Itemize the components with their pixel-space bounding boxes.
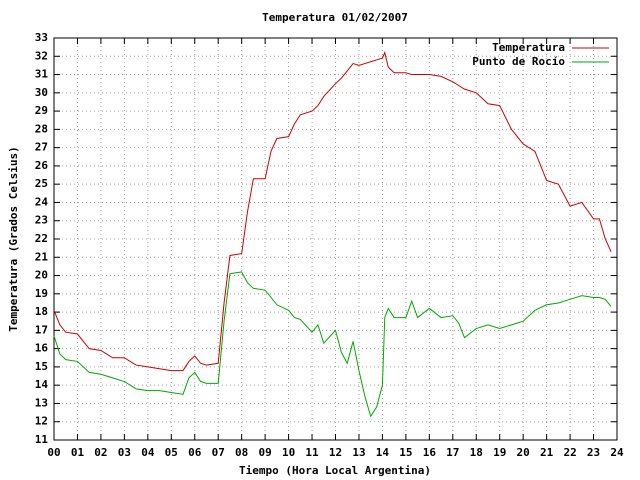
y-tick-label: 21 [35,250,49,263]
y-tick-label: 17 [35,323,48,336]
y-tick-label: 29 [35,104,48,117]
y-tick-label: 25 [35,177,48,190]
y-tick-label: 20 [35,269,48,282]
plot-frame [53,37,618,441]
y-tick-label: 31 [35,68,49,81]
x-tick-label: 05 [165,446,178,459]
x-tick-label: 17 [446,446,459,459]
series-line [53,271,612,418]
x-tick-label: 07 [212,446,225,459]
x-tick-label: 12 [329,446,342,459]
y-tick-label: 19 [35,287,48,300]
y-tick-label: 28 [35,122,48,135]
y-tick-label: 12 [35,415,48,428]
chart-title: Temperatura 01/02/2007 [262,11,408,24]
y-tick-label: 26 [35,159,49,172]
x-tick-label: 09 [259,446,272,459]
series-line [53,51,612,372]
legend-label: Temperatura [492,41,565,54]
x-tick-label: 18 [470,446,483,459]
x-tick-label: 13 [352,446,365,459]
y-tick-label: 30 [35,86,48,99]
x-tick-label: 20 [517,446,530,459]
x-tick-label: 06 [188,446,202,459]
y-tick-label: 24 [35,195,49,208]
x-tick-label: 16 [423,446,437,459]
x-tick-label: 03 [118,446,131,459]
y-tick-label: 23 [35,214,48,227]
x-tick-label: 21 [540,446,554,459]
x-tick-label: 15 [399,446,412,459]
y-tick-label: 14 [35,378,49,391]
y-tick-label: 13 [35,396,48,409]
x-tick-label: 23 [587,446,600,459]
x-tick-label: 11 [305,446,319,459]
y-tick-label: 11 [35,433,49,446]
x-tick-label: 04 [141,446,155,459]
x-tick-label: 01 [71,446,85,459]
x-tick-label: 08 [235,446,248,459]
x-tick-label: 24 [610,446,624,459]
x-tick-label: 22 [563,446,576,459]
x-tick-label: 00 [47,446,60,459]
x-axis-label: Tiempo (Hora Local Argentina) [239,464,431,477]
y-tick-label: 33 [35,31,48,44]
y-tick-label: 32 [35,49,48,62]
y-tick-label: 18 [35,305,48,318]
x-tick-label: 02 [94,446,107,459]
y-tick-label: 15 [35,360,48,373]
y-tick-label: 22 [35,232,48,245]
x-tick-label: 10 [282,446,295,459]
y-axis-label: Temperatura (Grados Celsius) [7,146,20,331]
x-tick-label: 14 [376,446,390,459]
x-tick-label: 19 [493,446,506,459]
legend-label: Punto de Rocío [472,55,565,68]
y-tick-label: 16 [35,342,49,355]
y-tick-label: 27 [35,141,48,154]
